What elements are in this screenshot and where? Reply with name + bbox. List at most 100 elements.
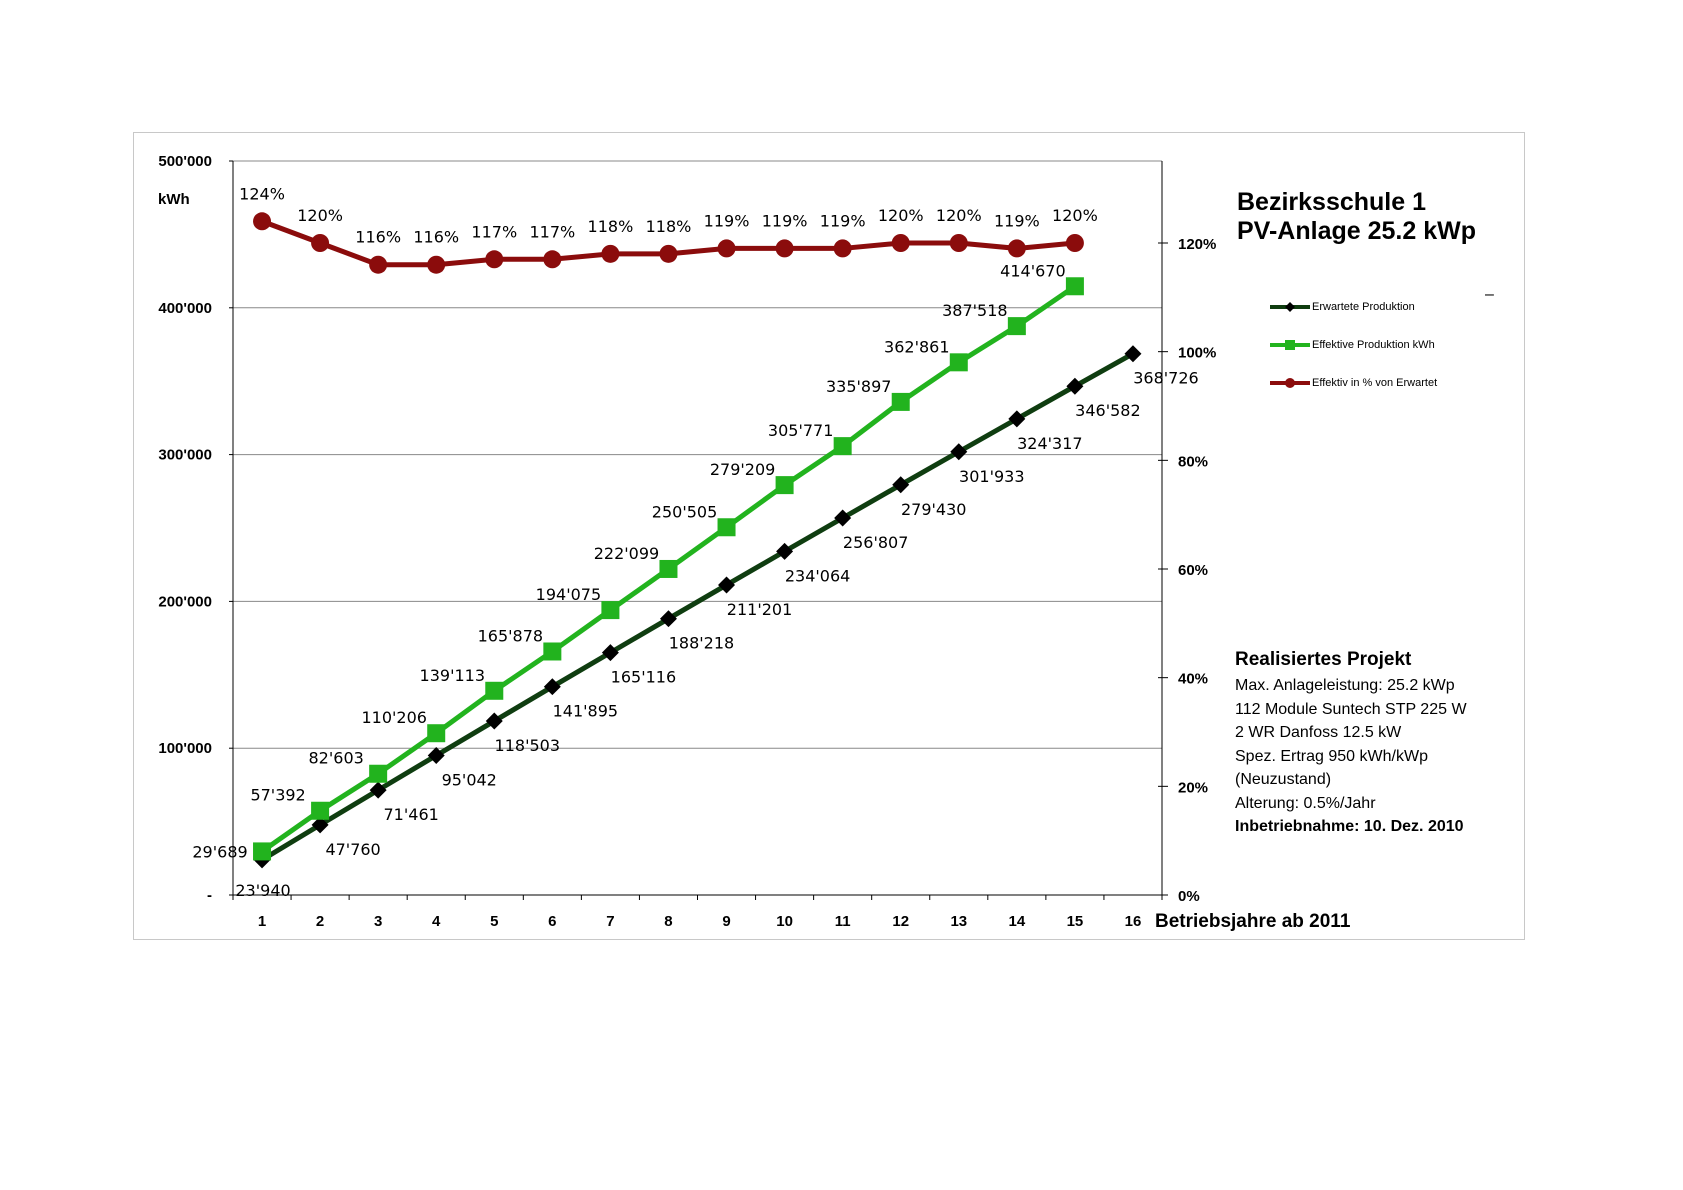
- data-label: 120%: [936, 206, 982, 225]
- legend-label: Erwartete Produktion: [1312, 301, 1415, 313]
- title-line-1: Bezirksschule 1: [1237, 188, 1426, 216]
- x-tick-label: 16: [1125, 913, 1142, 930]
- info-line: 112 Module Suntech STP 225 W: [1235, 700, 1467, 718]
- data-label: 139'113: [420, 666, 485, 685]
- y2-tick-label: 80%: [1178, 453, 1208, 470]
- data-label: 118%: [588, 217, 634, 236]
- x-tick-label: 14: [1009, 913, 1026, 930]
- data-label: 57'392: [250, 786, 305, 805]
- diamond-marker: [427, 746, 445, 764]
- info-heading: Realisiertes Projekt: [1235, 649, 1412, 670]
- square-marker: [601, 601, 620, 620]
- data-label: 188'218: [669, 634, 734, 653]
- info-line: Spez. Ertrag 950 kWh/kWp: [1235, 747, 1428, 765]
- x-tick-label: 2: [316, 913, 324, 930]
- data-label: 82'603: [309, 749, 364, 768]
- diamond-marker: [834, 509, 852, 527]
- data-label: 279'209: [710, 460, 775, 479]
- info-commissioning: Inbetriebnahme: 10. Dez. 2010: [1235, 818, 1464, 835]
- data-label: 116%: [355, 228, 401, 247]
- square-marker: [891, 392, 910, 411]
- diamond-marker: [311, 816, 329, 834]
- data-label: 118'503: [495, 736, 560, 755]
- diamond-marker: [718, 576, 736, 594]
- x-axis-label: Betriebsjahre ab 2011: [1155, 911, 1351, 932]
- data-label: 110'206: [361, 708, 426, 727]
- legend-label: Effektive Produktion kWh: [1312, 339, 1435, 351]
- info-line: 2 WR Danfoss 12.5 kW: [1235, 724, 1402, 741]
- x-tick-label: 12: [892, 913, 909, 930]
- info-line: Max. Anlageleistung: 25.2 kWp: [1235, 677, 1455, 694]
- data-label: 362'861: [884, 337, 949, 356]
- square-marker: [311, 801, 330, 820]
- legend: Erwartete Produktion Effektive Produktio…: [1270, 288, 1437, 402]
- circle-marker: [717, 239, 736, 258]
- data-label: 124%: [239, 184, 285, 203]
- legend-label: Effektiv in % von Erwartet: [1312, 377, 1438, 389]
- data-label: 279'430: [901, 500, 966, 519]
- square-marker-icon: [1285, 340, 1295, 350]
- y-tick-label: -: [207, 887, 212, 904]
- data-label: 119%: [762, 211, 808, 230]
- circle-marker: [485, 250, 504, 269]
- data-label: 29'689: [192, 842, 247, 861]
- legend-item-expected: Erwartete Produktion: [1270, 288, 1437, 326]
- legend-item-percent: Effektiv in % von Erwartet: [1270, 364, 1437, 402]
- diamond-marker: [950, 443, 968, 461]
- data-label: 120%: [878, 206, 924, 225]
- diamond-marker: [892, 476, 910, 494]
- data-label: 117%: [529, 222, 575, 241]
- info-line: (Neuzustand): [1235, 771, 1332, 788]
- diamond-marker: [776, 542, 794, 560]
- data-label: 305'771: [768, 421, 833, 440]
- y2-tick-label: 0%: [1178, 888, 1200, 905]
- square-marker: [949, 353, 968, 372]
- data-label: 119%: [704, 211, 750, 230]
- circle-marker: [253, 212, 272, 231]
- y2-tick-label: 100%: [1178, 345, 1216, 362]
- diamond-marker: [659, 610, 677, 628]
- y-tick-label: 400'000: [158, 300, 212, 317]
- x-tick-label: 4: [432, 913, 441, 930]
- data-label: 335'897: [826, 377, 891, 396]
- circle-marker: [833, 239, 852, 258]
- circle-marker: [311, 234, 330, 252]
- square-marker: [253, 842, 272, 861]
- diamond-marker: [543, 678, 561, 696]
- legend-item-effective: Effektive Produktion kWh: [1270, 326, 1437, 364]
- x-tick-label: 15: [1067, 913, 1084, 930]
- x-tick-label: 11: [835, 913, 851, 930]
- y2-tick-label: 20%: [1178, 779, 1208, 796]
- circle-marker: [775, 239, 794, 258]
- data-label: 71'461: [384, 805, 439, 824]
- data-label: 222'099: [594, 544, 659, 563]
- data-label: 120%: [1052, 206, 1098, 225]
- data-label: 47'760: [325, 840, 380, 859]
- data-label: 116%: [413, 228, 459, 247]
- data-label: 346'582: [1075, 401, 1140, 420]
- diamond-marker: [601, 644, 619, 662]
- data-label: 95'042: [442, 770, 497, 789]
- circle-marker: [1007, 239, 1026, 258]
- data-label: 414'670: [1000, 261, 1065, 280]
- x-tick-label: 10: [776, 913, 793, 930]
- x-tick-label: 5: [490, 913, 498, 930]
- title-line-2: PV-Anlage 25.2 kWp: [1237, 217, 1476, 245]
- square-marker: [427, 724, 446, 743]
- y-tick-label: 500'000: [158, 153, 212, 170]
- y2-tick-label: 120%: [1178, 236, 1216, 253]
- circle-marker: [1065, 234, 1084, 252]
- data-label: 368'726: [1133, 369, 1198, 388]
- data-label: 119%: [994, 211, 1040, 230]
- data-label: 256'807: [843, 533, 908, 552]
- x-tick-label: 6: [548, 913, 556, 930]
- diamond-marker-icon: [1285, 302, 1295, 312]
- data-label: 120%: [297, 206, 343, 225]
- data-label: 165'878: [478, 626, 543, 645]
- square-marker: [833, 437, 852, 456]
- x-tick-label: 9: [722, 913, 730, 930]
- y2-tick-label: 60%: [1178, 562, 1208, 579]
- data-label: 301'933: [959, 467, 1024, 486]
- x-tick-label: 1: [258, 913, 266, 930]
- data-label: 324'317: [1017, 434, 1082, 453]
